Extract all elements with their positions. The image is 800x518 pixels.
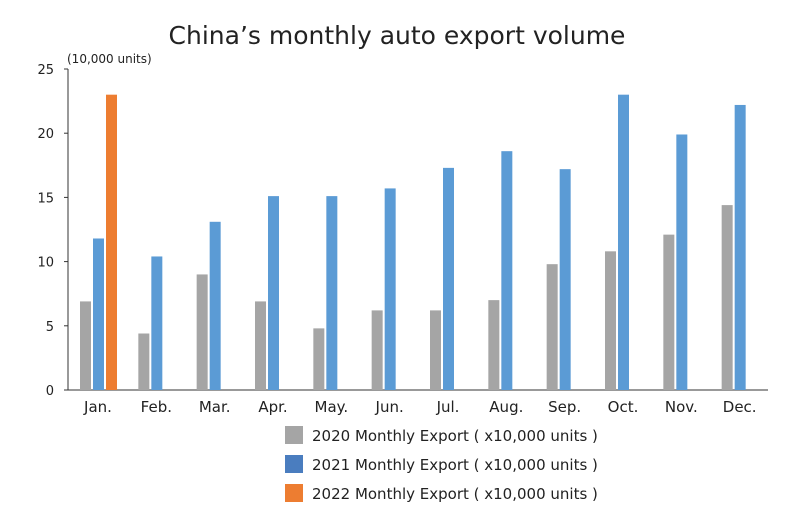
x-tick-label: Jun.	[375, 398, 404, 416]
bar-oct-series-0	[605, 251, 616, 390]
x-tick-label: Jul.	[436, 398, 460, 416]
legend-swatch	[285, 484, 303, 502]
bar-jan-series-2	[106, 94, 117, 391]
bar-nov-series-0	[663, 234, 675, 390]
bar-aug-series-0	[488, 300, 500, 390]
bar-mar-series-0	[196, 274, 208, 390]
x-tick-label: Sep.	[548, 398, 581, 416]
bar-oct-series-1	[618, 94, 629, 391]
x-tick-label: Dec.	[723, 398, 757, 416]
y-tick-label: 0	[46, 384, 54, 399]
x-tick-label: Mar.	[199, 398, 231, 416]
legend-label: 2022 Monthly Export ( x10,000 units )	[312, 485, 598, 503]
legend-label: 2020 Monthly Export ( x10,000 units )	[312, 427, 598, 445]
bar-jan-series-1	[93, 238, 104, 390]
y-tick-label: 15	[37, 191, 54, 206]
bar-mar-series-1	[209, 221, 221, 390]
bar-may-series-1	[326, 196, 338, 390]
bar-jun-series-1	[384, 188, 396, 390]
y-tick-label: 10	[37, 256, 54, 271]
bar-feb-series-0	[138, 333, 150, 390]
bar-dec-series-1	[734, 104, 746, 391]
bar-sep-series-0	[546, 264, 558, 390]
bar-apr-series-1	[268, 196, 279, 390]
legend-swatch	[285, 426, 303, 444]
y-axis-unit-label: (10,000 units)	[67, 52, 152, 66]
bar-aug-series-1	[501, 151, 513, 390]
y-tick-label: 5	[46, 320, 54, 335]
chart-title: China’s monthly auto export volume	[169, 21, 626, 50]
x-tick-label: Oct.	[608, 398, 639, 416]
legend-label: 2021 Monthly Export ( x10,000 units )	[312, 456, 598, 474]
x-tick-label: Apr.	[258, 398, 287, 416]
bar-feb-series-1	[151, 256, 163, 390]
x-tick-label: Nov.	[665, 398, 698, 416]
x-tick-label: Jan.	[83, 398, 112, 416]
bar-dec-series-0	[721, 205, 733, 390]
x-tick-label: May.	[315, 398, 349, 416]
x-tick-label: Feb.	[141, 398, 172, 416]
bar-jan-series-0	[80, 301, 91, 390]
bar-apr-series-0	[255, 301, 266, 390]
legend-swatch	[285, 455, 303, 473]
bar-jul-series-0	[430, 310, 441, 390]
x-tick-label: Aug.	[489, 398, 523, 416]
y-tick-label: 20	[37, 127, 54, 142]
bar-jul-series-1	[443, 167, 454, 390]
bar-may-series-0	[313, 328, 325, 390]
bar-jun-series-0	[371, 310, 383, 390]
bar-nov-series-1	[676, 134, 688, 390]
y-tick-label: 25	[37, 63, 54, 78]
bar-sep-series-1	[559, 169, 571, 390]
